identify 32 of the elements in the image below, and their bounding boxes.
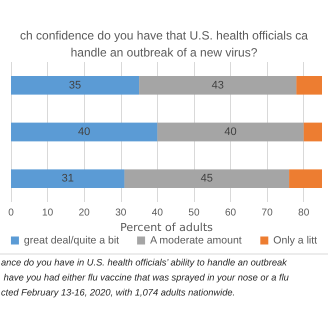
bar — [296, 76, 322, 95]
bar — [11, 76, 140, 95]
data-label: 43 — [212, 79, 224, 92]
data-label: 35 — [68, 79, 82, 92]
x-tick-label: 80 — [298, 208, 310, 218]
x-tick-label: 20 — [78, 208, 90, 218]
data-label: 40 — [78, 126, 90, 138]
data-label: 31 — [62, 172, 74, 185]
bar — [11, 122, 158, 142]
x-tick-label: 60 — [224, 208, 237, 218]
legend-label: great deal/quite a bit — [24, 234, 120, 246]
bar — [139, 76, 296, 95]
data-label: 45 — [200, 172, 213, 185]
bar — [304, 122, 322, 142]
legend-label: Only a litt — [273, 234, 318, 246]
legend-label: A moderate amount — [150, 234, 242, 246]
text: have you had either flu vaccine that was sprayed in your nose or a flu — [1, 272, 289, 282]
x-axis-title: Percent of adults — [120, 221, 214, 234]
x-tick-label: 0 — [8, 208, 14, 218]
text: ance do you have in U.S. health officials’ ability to handle an outbreak — [1, 258, 288, 268]
x-tick-label: 40 — [152, 208, 164, 218]
text: cted February 13-16, 2020, with 1,074 adults nationwide. — [1, 288, 236, 298]
bar — [124, 169, 290, 188]
x-tick-label: 50 — [188, 208, 200, 218]
bar — [289, 169, 322, 188]
x-tick-label: 10 — [42, 208, 54, 218]
data-label: 40 — [224, 126, 237, 138]
x-tick-label: 70 — [262, 208, 274, 218]
x-tick-label: 30 — [115, 208, 127, 218]
bar — [11, 169, 124, 188]
chart-title: ch confidence do you have that U.S. health officials ca handle an outbreak of a new virus? — [20, 28, 308, 60]
bar — [157, 122, 304, 142]
